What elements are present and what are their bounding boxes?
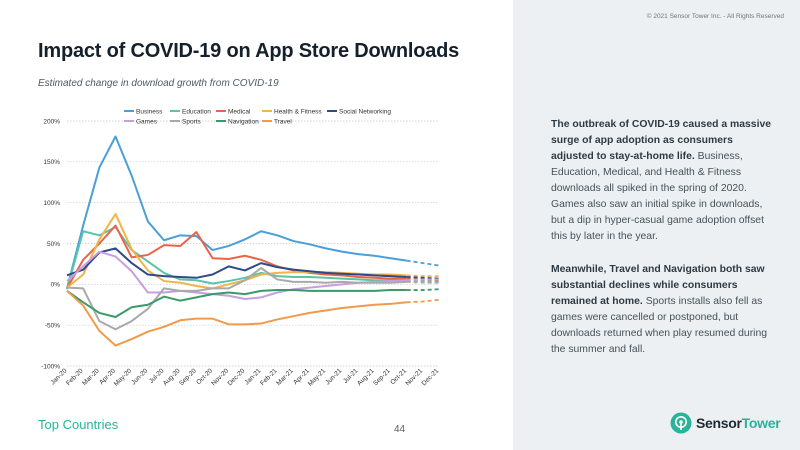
y-tick-label: 150% bbox=[43, 159, 60, 166]
x-tick-label: May-20 bbox=[113, 367, 134, 388]
series-line-actual bbox=[66, 250, 407, 301]
legend-label: Education bbox=[182, 108, 211, 115]
x-tick-label: Sep-21 bbox=[372, 367, 392, 387]
series-line-forecast bbox=[406, 274, 439, 278]
y-tick-label: -100% bbox=[41, 363, 60, 370]
sensor-tower-logo-icon bbox=[670, 412, 692, 434]
legend-label: Social Networking bbox=[339, 108, 391, 115]
logo-sensor: Sensor bbox=[696, 415, 742, 431]
right-panel bbox=[513, 0, 800, 450]
page-title: Impact of COVID-19 on App Store Download… bbox=[38, 40, 460, 62]
legend-label: Navigation bbox=[228, 118, 259, 125]
x-tick-label: Dec-21 bbox=[421, 367, 441, 387]
series-line-actual bbox=[66, 247, 407, 279]
y-tick-label: 0% bbox=[51, 282, 61, 289]
x-tick-label: Jun-21 bbox=[324, 367, 343, 386]
series-line-forecast bbox=[406, 298, 440, 304]
legend-label: Travel bbox=[274, 118, 292, 125]
x-tick-label: Mar-20 bbox=[81, 367, 101, 387]
series-line-actual bbox=[66, 224, 407, 289]
logo-tower: Tower bbox=[741, 415, 781, 431]
top-countries-link[interactable]: Top Countries bbox=[38, 417, 119, 432]
series-line-forecast bbox=[406, 280, 439, 284]
line-chart: -100%-50%0%50%100%150%200%Jan-20Feb-20Ma… bbox=[41, 108, 441, 388]
series-line-actual bbox=[66, 226, 407, 290]
page-number: 44 bbox=[394, 424, 406, 435]
paragraph-1-bold: The outbreak of COVID-19 caused a massiv… bbox=[551, 119, 772, 162]
series-line-forecast bbox=[406, 276, 440, 280]
copyright-text: © 2021 Sensor Tower Inc. - All Rights Re… bbox=[646, 13, 784, 20]
y-tick-label: 200% bbox=[43, 118, 60, 125]
y-tick-label: -50% bbox=[45, 322, 60, 329]
x-tick-label: Dec-20 bbox=[227, 367, 247, 387]
chart-subtitle: Estimated change in download growth from… bbox=[38, 78, 279, 89]
x-tick-label: Sep-20 bbox=[178, 367, 198, 387]
sidebar-paragraph-1: The outbreak of COVID-19 caused a massiv… bbox=[551, 117, 773, 245]
series-line-forecast bbox=[406, 278, 439, 282]
series-line-actual bbox=[66, 290, 407, 347]
series-line-actual bbox=[66, 267, 407, 331]
paragraph-1-text: Business, Education, Medical, and Health… bbox=[551, 151, 764, 242]
legend-label: Games bbox=[136, 118, 158, 125]
series-line-forecast bbox=[406, 288, 440, 291]
logo-wordmark: SensorTower bbox=[696, 415, 781, 431]
series-line-actual bbox=[66, 135, 407, 289]
paragraph-2-text: Sports installs also fell as games were … bbox=[551, 296, 768, 355]
sensor-tower-logo: SensorTower bbox=[670, 412, 781, 434]
legend-label: Medical bbox=[228, 108, 251, 115]
x-tick-label: May-21 bbox=[307, 367, 328, 388]
y-tick-label: 100% bbox=[43, 200, 60, 207]
y-tick-label: 50% bbox=[47, 241, 60, 248]
legend-label: Health & Fitness bbox=[274, 108, 322, 115]
sidebar-paragraph-2: Meanwhile, Travel and Navigation both sa… bbox=[551, 262, 773, 358]
x-tick-label: Jun-20 bbox=[130, 367, 149, 386]
x-tick-label: Mar-21 bbox=[275, 367, 295, 387]
legend-label: Business bbox=[136, 108, 163, 115]
series-line-forecast bbox=[406, 280, 440, 283]
series-line-forecast bbox=[406, 259, 440, 267]
legend-label: Sports bbox=[182, 118, 202, 125]
paragraph-2-bold: Meanwhile, Travel and Navigation both sa… bbox=[551, 264, 765, 307]
series-line-actual bbox=[66, 289, 407, 318]
